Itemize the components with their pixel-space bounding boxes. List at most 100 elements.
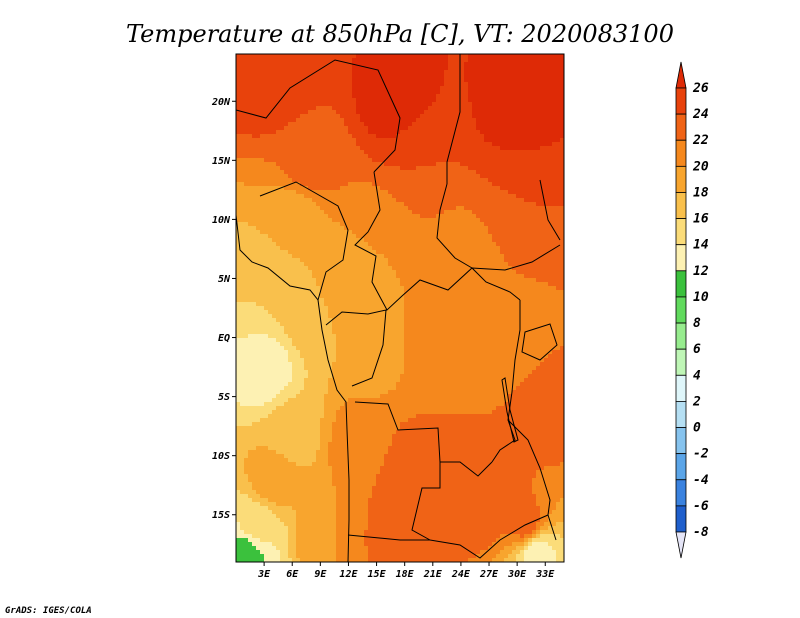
field-cell xyxy=(532,82,537,87)
field-cell xyxy=(532,90,537,95)
field-cell xyxy=(256,254,261,259)
field-cell xyxy=(544,178,549,183)
field-cell xyxy=(472,78,477,83)
field-cell xyxy=(300,102,305,107)
field-cell xyxy=(544,82,549,87)
field-cell xyxy=(448,54,453,59)
field-cell xyxy=(408,138,413,143)
field-cell xyxy=(272,214,277,219)
field-cell xyxy=(448,70,453,75)
field-cell xyxy=(468,74,473,79)
field-cell xyxy=(360,138,365,143)
field-cell xyxy=(320,114,325,119)
field-cell xyxy=(348,114,353,119)
field-cell xyxy=(368,134,373,139)
field-cell xyxy=(300,142,305,147)
field-cell xyxy=(248,126,253,131)
field-cell xyxy=(276,98,281,103)
field-cell xyxy=(480,254,485,259)
field-cell xyxy=(500,174,505,179)
field-cell xyxy=(296,218,301,223)
field-cell xyxy=(448,90,453,95)
field-cell xyxy=(504,166,509,171)
field-cell xyxy=(404,206,409,211)
field-cell xyxy=(420,130,425,135)
field-cell xyxy=(264,102,269,107)
field-cell xyxy=(532,94,537,99)
field-cell xyxy=(492,106,497,111)
field-cell xyxy=(252,202,257,207)
field-cell xyxy=(408,150,413,155)
field-cell xyxy=(460,270,465,275)
field-cell xyxy=(268,250,273,255)
field-cell xyxy=(240,230,245,235)
field-cell xyxy=(404,214,409,219)
field-cell xyxy=(280,258,285,263)
field-cell xyxy=(252,130,257,135)
field-cell xyxy=(264,202,269,207)
field-cell xyxy=(380,58,385,63)
field-cell xyxy=(412,278,417,283)
field-cell xyxy=(372,94,377,99)
field-cell xyxy=(536,290,541,295)
field-cell xyxy=(296,54,301,59)
field-cell xyxy=(280,102,285,107)
field-cell xyxy=(432,66,437,71)
field-cell xyxy=(512,290,517,295)
field-cell xyxy=(472,158,477,163)
field-cell xyxy=(424,106,429,111)
field-cell xyxy=(364,278,369,283)
field-cell xyxy=(496,74,501,79)
field-cell xyxy=(524,150,529,155)
field-cell xyxy=(500,198,505,203)
field-cell xyxy=(484,278,489,283)
field-cell xyxy=(364,218,369,223)
field-cell xyxy=(416,214,421,219)
field-cell xyxy=(332,190,337,195)
field-cell xyxy=(244,78,249,83)
field-cell xyxy=(388,214,393,219)
field-cell xyxy=(416,270,421,275)
field-cell xyxy=(404,202,409,207)
field-cell xyxy=(236,278,241,283)
field-cell xyxy=(500,150,505,155)
field-cell xyxy=(544,262,549,267)
field-cell xyxy=(392,178,397,183)
field-cell xyxy=(480,130,485,135)
field-cell xyxy=(240,142,245,147)
field-cell xyxy=(424,270,429,275)
field-cell xyxy=(244,278,249,283)
field-cell xyxy=(268,214,273,219)
field-cell xyxy=(556,230,561,235)
field-cell xyxy=(444,250,449,255)
field-cell xyxy=(344,82,349,87)
field-cell xyxy=(276,90,281,95)
field-cell xyxy=(500,146,505,151)
field-cell xyxy=(412,106,417,111)
field-cell xyxy=(352,70,357,75)
field-cell xyxy=(320,106,325,111)
field-cell xyxy=(408,142,413,147)
field-cell xyxy=(380,162,385,167)
field-cell xyxy=(484,82,489,87)
field-cell xyxy=(376,246,381,251)
field-cell xyxy=(480,58,485,63)
field-cell xyxy=(384,254,389,259)
field-cell xyxy=(320,146,325,151)
field-cell xyxy=(288,294,293,299)
field-cell xyxy=(496,230,501,235)
field-cell xyxy=(256,282,261,287)
field-cell xyxy=(452,210,457,215)
field-cell xyxy=(276,202,281,207)
field-cell xyxy=(308,142,313,147)
field-cell xyxy=(344,210,349,215)
field-cell xyxy=(536,246,541,251)
field-cell xyxy=(412,54,417,59)
field-cell xyxy=(244,198,249,203)
field-cell xyxy=(348,98,353,103)
field-cell xyxy=(464,178,469,183)
field-cell xyxy=(500,214,505,219)
field-cell xyxy=(244,170,249,175)
field-cell xyxy=(364,146,369,151)
field-cell xyxy=(404,282,409,287)
